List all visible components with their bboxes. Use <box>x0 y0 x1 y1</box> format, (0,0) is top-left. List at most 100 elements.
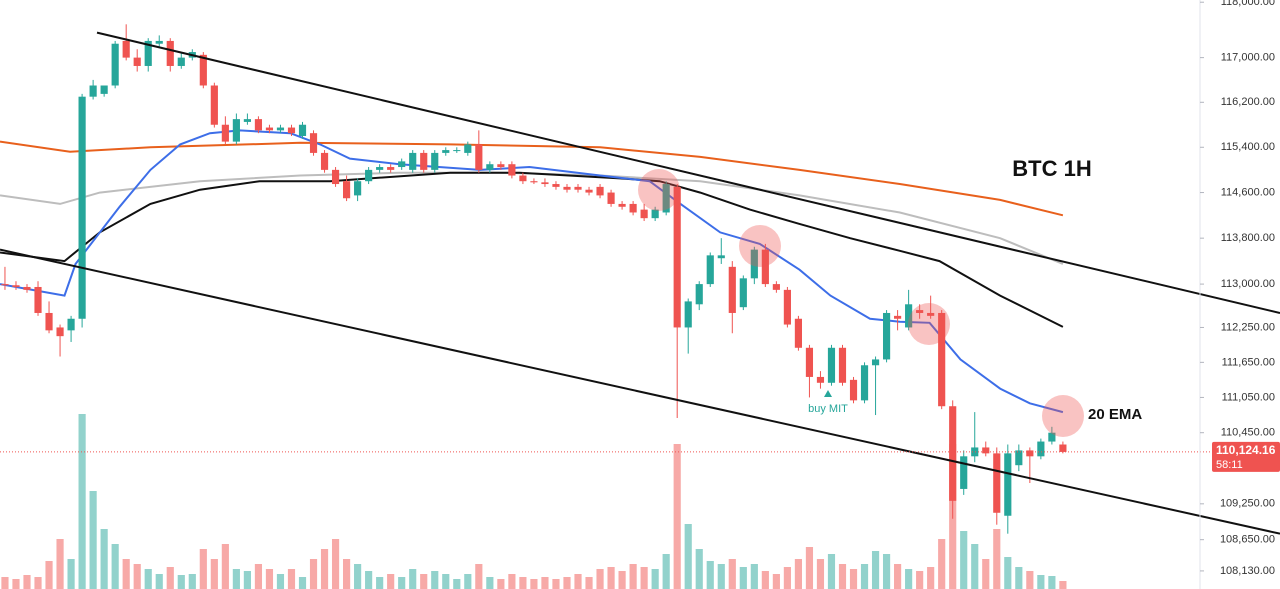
volume-bar <box>640 567 648 589</box>
volume-bar <box>706 561 714 589</box>
candle-body <box>464 144 472 153</box>
volume-bar <box>783 567 791 589</box>
volume-bar <box>133 564 141 589</box>
line <box>0 171 1064 265</box>
candle-body <box>497 164 505 168</box>
volume-bar <box>596 569 604 589</box>
y-tick-label: 111,050.00 <box>1222 391 1275 403</box>
candle-body <box>761 249 769 285</box>
candle-body <box>111 43 119 86</box>
candle-body <box>45 312 53 331</box>
candle-body <box>783 289 791 325</box>
candle-body <box>122 40 130 58</box>
line <box>0 129 1064 414</box>
candle-body <box>276 127 285 131</box>
candle-body <box>871 359 880 366</box>
candle-body <box>684 301 692 328</box>
volume-bar <box>894 564 902 589</box>
candle-body <box>309 133 318 153</box>
candle-body <box>695 284 703 305</box>
candle-body <box>1015 450 1023 466</box>
volume-bar <box>905 569 913 589</box>
volume-bar <box>298 577 307 589</box>
candle-body <box>1 284 9 286</box>
countdown: 58:11 <box>1216 459 1243 471</box>
line <box>0 140 1064 217</box>
volume-bar <box>276 574 285 589</box>
volume-bar <box>871 551 880 589</box>
y-tick-label: 114,600.00 <box>1221 186 1275 198</box>
volume-bar <box>1026 571 1034 589</box>
volume-bar <box>684 524 692 589</box>
volume-bar <box>673 444 681 589</box>
y-tick-label: 111,650.00 <box>1222 356 1275 368</box>
line <box>0 248 1280 535</box>
volume-bar <box>662 554 670 589</box>
highlight-circle <box>908 303 950 345</box>
candle-body <box>331 169 340 185</box>
candle-body <box>34 286 42 313</box>
volume-bar <box>860 564 869 589</box>
volume-bar <box>563 577 571 589</box>
volume-bar <box>1015 567 1023 589</box>
candle-body <box>894 315 902 319</box>
volume-bar <box>67 559 75 589</box>
candle-body <box>629 203 637 213</box>
candle-body <box>618 203 626 207</box>
volume-bar <box>475 564 483 589</box>
volume-bar <box>938 539 946 589</box>
volume-bar <box>1004 557 1012 589</box>
candle-body <box>794 318 802 348</box>
volume-bar <box>541 577 549 589</box>
candle-body <box>728 266 736 313</box>
volume-bar <box>34 577 42 589</box>
highlight-circle <box>739 225 781 267</box>
candle-body <box>475 144 483 170</box>
candle-body <box>905 304 913 328</box>
volume-bar <box>409 569 417 589</box>
volume-bar <box>287 569 296 589</box>
candle-body <box>199 54 207 86</box>
highlight-circle <box>1042 395 1084 437</box>
y-tick-label: 113,000.00 <box>1221 278 1275 290</box>
volume-bar <box>387 574 395 589</box>
volume-bar <box>199 549 207 589</box>
candle-body <box>1004 453 1012 516</box>
candle-body <box>938 312 946 407</box>
candle-body <box>320 152 329 170</box>
volume-bar <box>210 559 218 589</box>
candle-body <box>530 181 538 183</box>
volume-bar <box>100 529 108 589</box>
volume-bar <box>155 574 163 589</box>
candle-body <box>221 124 229 142</box>
volume-bar <box>761 571 769 589</box>
candle-body <box>993 453 1001 513</box>
candle-body <box>133 57 141 66</box>
candle-body <box>78 96 86 319</box>
volume-bar <box>651 569 659 589</box>
candle-body <box>662 184 670 213</box>
volume-bar <box>927 567 935 589</box>
volume-bar <box>398 577 406 589</box>
volume-bar <box>982 559 990 589</box>
candle-body <box>574 186 582 190</box>
volume-bar <box>728 559 736 589</box>
candle-body <box>486 164 494 170</box>
volume-bar <box>618 571 626 589</box>
candle-body <box>298 124 307 136</box>
candle-body <box>519 175 527 182</box>
candle-body <box>816 376 825 383</box>
volume-bar <box>772 574 780 589</box>
volume-bar <box>166 567 174 589</box>
chart-title: BTC 1H <box>1012 156 1091 181</box>
candle-body <box>1059 444 1067 452</box>
volume-bar <box>1048 576 1056 589</box>
volume-bar <box>188 574 196 589</box>
volume-bar <box>177 575 185 589</box>
candle-body <box>177 57 185 66</box>
annotation: buy MIT <box>808 403 848 415</box>
candle-body <box>343 181 351 199</box>
volume-bar <box>56 539 64 589</box>
y-tick-label: 110,450.00 <box>1221 427 1275 439</box>
line <box>0 171 1064 328</box>
